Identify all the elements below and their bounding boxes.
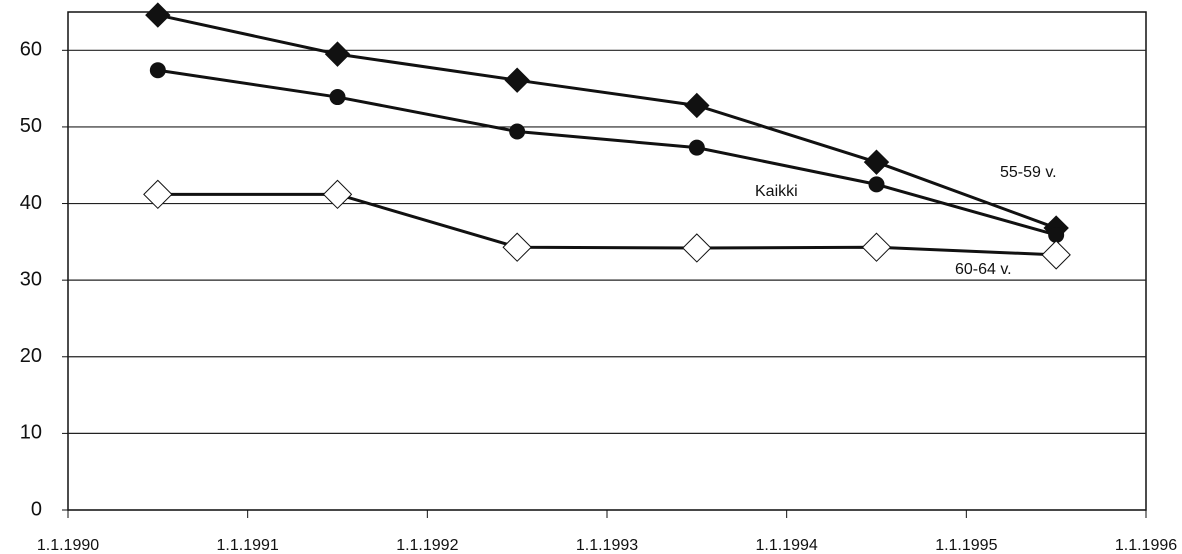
point — [145, 2, 171, 28]
line — [157, 192, 1057, 257]
point — [329, 89, 346, 106]
series-label: 55-59 v. — [1000, 164, 1057, 181]
point — [861, 232, 892, 262]
point — [682, 233, 712, 263]
point — [324, 41, 351, 67]
point — [868, 176, 885, 193]
x-tick-label: 1.1.1993 — [576, 537, 638, 554]
point — [688, 139, 705, 156]
y-tick-label: 0 — [31, 498, 42, 520]
point — [322, 179, 353, 210]
series-label: Kaikki — [755, 183, 798, 200]
x-tick-label: 1.1.1994 — [756, 537, 818, 554]
point — [504, 67, 530, 93]
point — [143, 179, 173, 210]
y-tick-label: 10 — [20, 422, 42, 444]
point — [509, 123, 526, 140]
x-tick-label: 1.1.1996 — [1115, 537, 1177, 554]
point — [1041, 240, 1071, 270]
point — [502, 232, 532, 262]
y-tick-label: 20 — [20, 345, 42, 367]
point — [1048, 226, 1065, 243]
line — [157, 68, 1057, 237]
x-tick-label: 1.1.1990 — [37, 537, 99, 554]
y-tick-label: 30 — [20, 268, 42, 290]
x-tick-label: 1.1.1992 — [396, 537, 458, 554]
y-tick-label: 60 — [20, 39, 42, 61]
series-label: 60-64 v. — [955, 261, 1012, 278]
point — [149, 62, 166, 79]
x-tick-label: 1.1.1995 — [935, 537, 997, 554]
y-tick-label: 40 — [20, 192, 42, 214]
point — [863, 149, 890, 175]
point — [684, 92, 710, 119]
line — [157, 13, 1057, 230]
y-tick-label: 50 — [20, 115, 42, 137]
x-tick-label: 1.1.1991 — [217, 537, 279, 554]
